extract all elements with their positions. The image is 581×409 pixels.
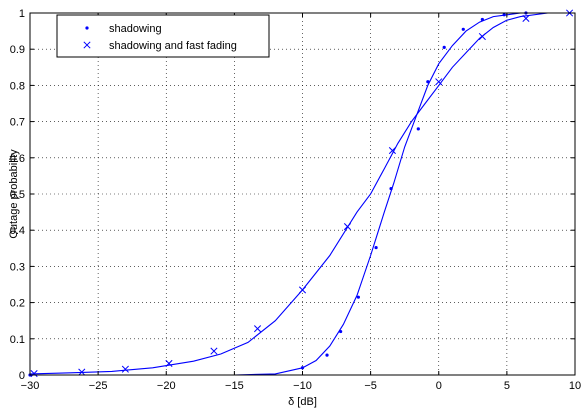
data-point: [300, 366, 305, 370]
data-point: [253, 325, 262, 333]
x-marker-stroke: [478, 32, 486, 41]
data-point: [416, 127, 420, 131]
x-marker-stroke: [30, 369, 38, 378]
x-tick-label: 10: [569, 380, 581, 392]
legend: shadowing shadowing and fast fading: [56, 14, 270, 58]
series-2: [29, 9, 575, 378]
x-tick-label: 0: [436, 380, 442, 392]
data-point: [298, 286, 307, 294]
y-tick-label: 0: [19, 370, 25, 382]
y-tick-label: 0.5: [10, 189, 25, 201]
legend-marker: [85, 26, 89, 30]
legend-entry: shadowing and fast fading: [109, 40, 237, 52]
data-series: [28, 9, 575, 378]
x-tick-label: 5: [504, 380, 510, 392]
data-point: [502, 13, 506, 17]
y-tick-label: 0.1: [10, 334, 25, 346]
x-tick-label: −10: [293, 380, 312, 392]
legend-entry: shadowing: [109, 23, 162, 35]
x-marker-stroke: [253, 325, 262, 333]
x-marker-stroke: [165, 359, 173, 367]
data-point: [165, 359, 173, 367]
x-tick-label: −20: [157, 380, 176, 392]
data-point: [325, 353, 329, 357]
x-marker-stroke: [83, 41, 91, 49]
x-tick-label: −25: [89, 380, 108, 392]
data-point: [480, 17, 484, 22]
data-point: [435, 78, 443, 86]
y-tick-label: 0.6: [10, 153, 25, 165]
data-point: [339, 329, 343, 334]
x-axis-label: δ [dB]: [288, 396, 317, 408]
x-marker-stroke: [298, 286, 307, 294]
data-point: [442, 45, 446, 49]
data-point: [478, 32, 486, 41]
x-tick-label: −5: [364, 380, 377, 392]
data-point: [343, 223, 352, 231]
y-tick-label: 1: [19, 8, 25, 20]
y-tick-label: 0.3: [10, 261, 25, 273]
x-marker-stroke: [343, 223, 352, 231]
x-tick-label: −30: [21, 380, 40, 392]
data-point: [210, 347, 218, 355]
legend-box: [56, 14, 270, 58]
y-tick-label: 0.9: [10, 44, 25, 56]
y-axis-label: Outage probability: [8, 149, 20, 239]
x-marker-stroke: [522, 14, 530, 22]
y-tick-label: 0.2: [10, 298, 25, 310]
data-point: [374, 245, 378, 250]
x-marker-stroke: [388, 147, 396, 155]
data-point: [78, 368, 86, 376]
y-tick-label: 0.8: [10, 80, 25, 92]
data-point: [426, 80, 430, 84]
data-point: [356, 295, 360, 299]
y-tick-label: 0.4: [10, 225, 25, 237]
x-tick-label: −15: [225, 380, 244, 392]
data-point: [121, 365, 129, 373]
x-marker-stroke: [78, 368, 86, 376]
axis-ticks: −30 −25 −20 −15 −10 −5 0 5 10 0 0.1 0.2 0.3 0.4 0.5 0.6…: [10, 8, 581, 392]
series-line: [29, 12, 575, 375]
y-tick-label: 0.7: [10, 117, 25, 129]
series-1: [28, 11, 575, 377]
data-point: [388, 147, 396, 155]
data-point: [461, 27, 465, 31]
x-marker-stroke: [435, 78, 443, 86]
data-point: [522, 14, 530, 22]
x-marker-stroke: [121, 365, 129, 373]
data-point: [30, 369, 38, 378]
data-point: [389, 186, 393, 191]
x-marker-stroke: [210, 347, 218, 355]
legend-marker: [83, 41, 91, 49]
